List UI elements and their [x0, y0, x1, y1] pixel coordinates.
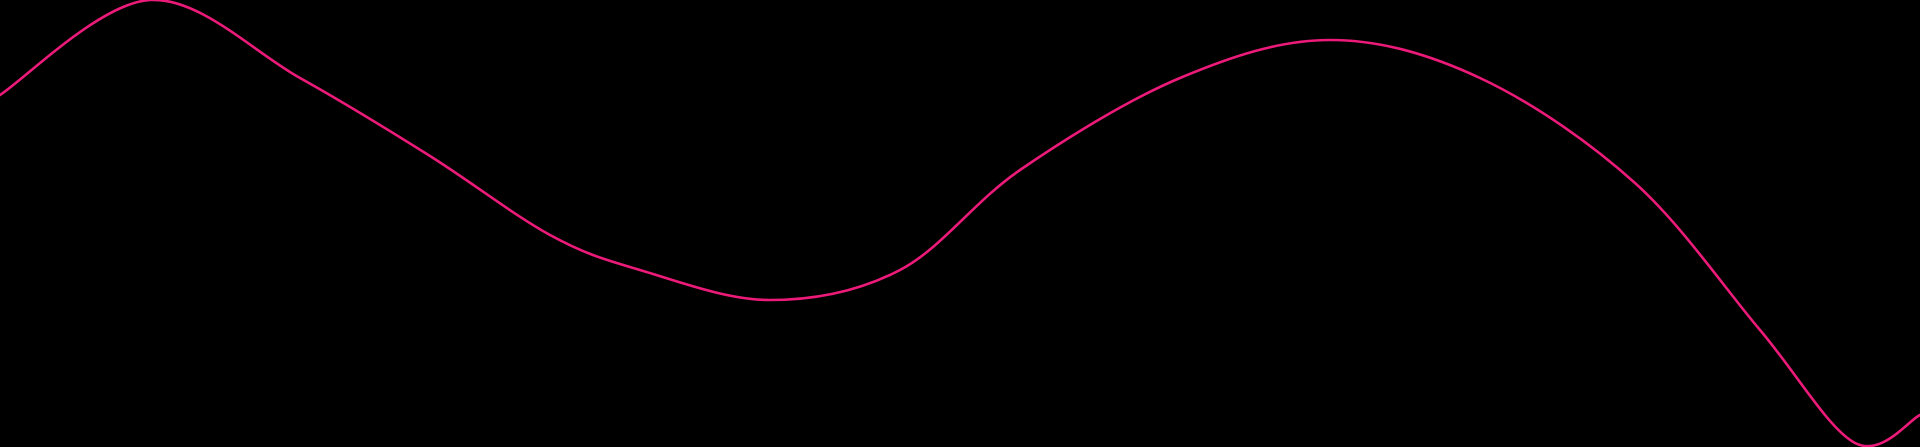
line-chart-svg: [0, 0, 1920, 447]
chart-canvas: [0, 0, 1920, 447]
series-line-wave: [0, 0, 1920, 447]
